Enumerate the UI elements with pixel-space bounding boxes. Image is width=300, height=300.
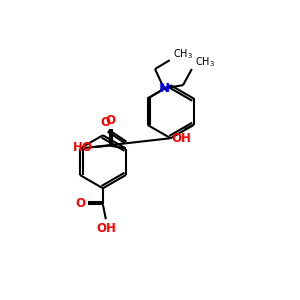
Text: CH$_3$: CH$_3$ [173, 47, 193, 61]
Text: CH$_3$: CH$_3$ [195, 56, 215, 69]
Text: OH: OH [96, 221, 116, 235]
Text: O: O [100, 116, 110, 129]
Text: HO: HO [73, 141, 93, 154]
Text: N: N [158, 82, 169, 95]
Text: O: O [75, 197, 85, 210]
Text: O: O [105, 114, 115, 127]
Text: OH: OH [172, 132, 192, 145]
